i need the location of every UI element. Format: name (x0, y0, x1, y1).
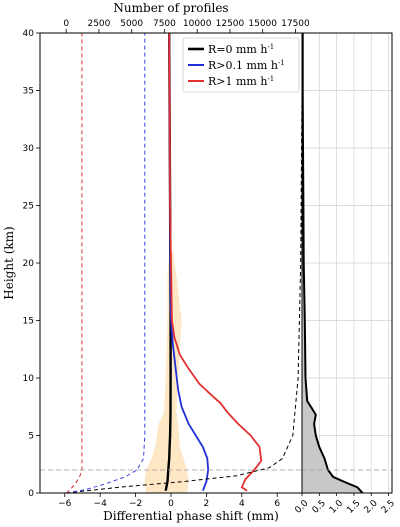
series-line-profiles-r-0-1 (66, 33, 146, 493)
y-tick-label: 35 (23, 87, 34, 97)
legend-label-r1: R>1 mm h-1 (208, 75, 274, 88)
y-tick-label: 0 (28, 489, 34, 499)
x-axis-title: Differential phase shift (mm) (103, 509, 279, 523)
legend-entry-r0: R=0 mm h-1 (188, 43, 274, 56)
y-tick-label: 40 (23, 29, 35, 39)
series-line-r-1-mm-h-1 (168, 33, 263, 492)
legend-box (182, 37, 300, 93)
side-area-fill (302, 33, 363, 493)
x-tick-label: −4 (94, 499, 108, 509)
series-line-profiles-r-1 (65, 33, 83, 493)
x-tick-label: −2 (129, 499, 142, 509)
top-tick-label: 10000 (183, 19, 212, 29)
side-area-line (302, 33, 364, 493)
top-tick-label: 0 (63, 19, 69, 29)
legend-entry-r01: R>0.1 mm h-1 (188, 59, 285, 72)
y-tick-label: 10 (23, 374, 35, 384)
top-axis-title: Number of profiles (113, 1, 228, 15)
x-tick-label: 0 (168, 499, 174, 509)
legend-entry-r1: R>1 mm h-1 (188, 75, 274, 88)
main-panel: 0 5 10 15 20 25 30 35 40 −6 −4 −2 0 2 4 6 0 2500 5000 7500… (2, 1, 310, 523)
x-tick-label: −6 (58, 499, 72, 509)
series-line-r-0-1-mm-h-1 (168, 33, 210, 492)
y-axis-title: Height (km) (2, 226, 16, 299)
y-tick-label: 15 (23, 317, 34, 327)
side-plot-frame (301, 32, 393, 494)
series-line-profiles-r-0 (66, 68, 302, 493)
top-tick-label: 12500 (216, 19, 245, 29)
y-tick-label: 25 (23, 202, 34, 212)
x-tick-label: 4 (239, 499, 245, 509)
legend: R=0 mm h-1 R>0.1 mm h-1 R>1 mm h-1 (182, 37, 300, 93)
top-tick-label: 2500 (87, 19, 110, 29)
x-tick-label: 6 (274, 499, 280, 509)
y-tick-label: 20 (23, 259, 35, 269)
y-tick-label: 30 (23, 144, 35, 154)
legend-label-r01: R>0.1 mm h-1 (208, 59, 285, 72)
y-tick-label: 5 (28, 432, 34, 442)
top-tick-label: 5000 (120, 19, 143, 29)
top-tick-label: 17500 (281, 19, 310, 29)
legend-label-r0: R=0 mm h-1 (208, 43, 274, 56)
spread-band (144, 251, 189, 493)
top-tick-label: 7500 (153, 19, 176, 29)
top-tick-label: 15000 (248, 19, 277, 29)
x-tick-label: 2 (204, 499, 210, 509)
